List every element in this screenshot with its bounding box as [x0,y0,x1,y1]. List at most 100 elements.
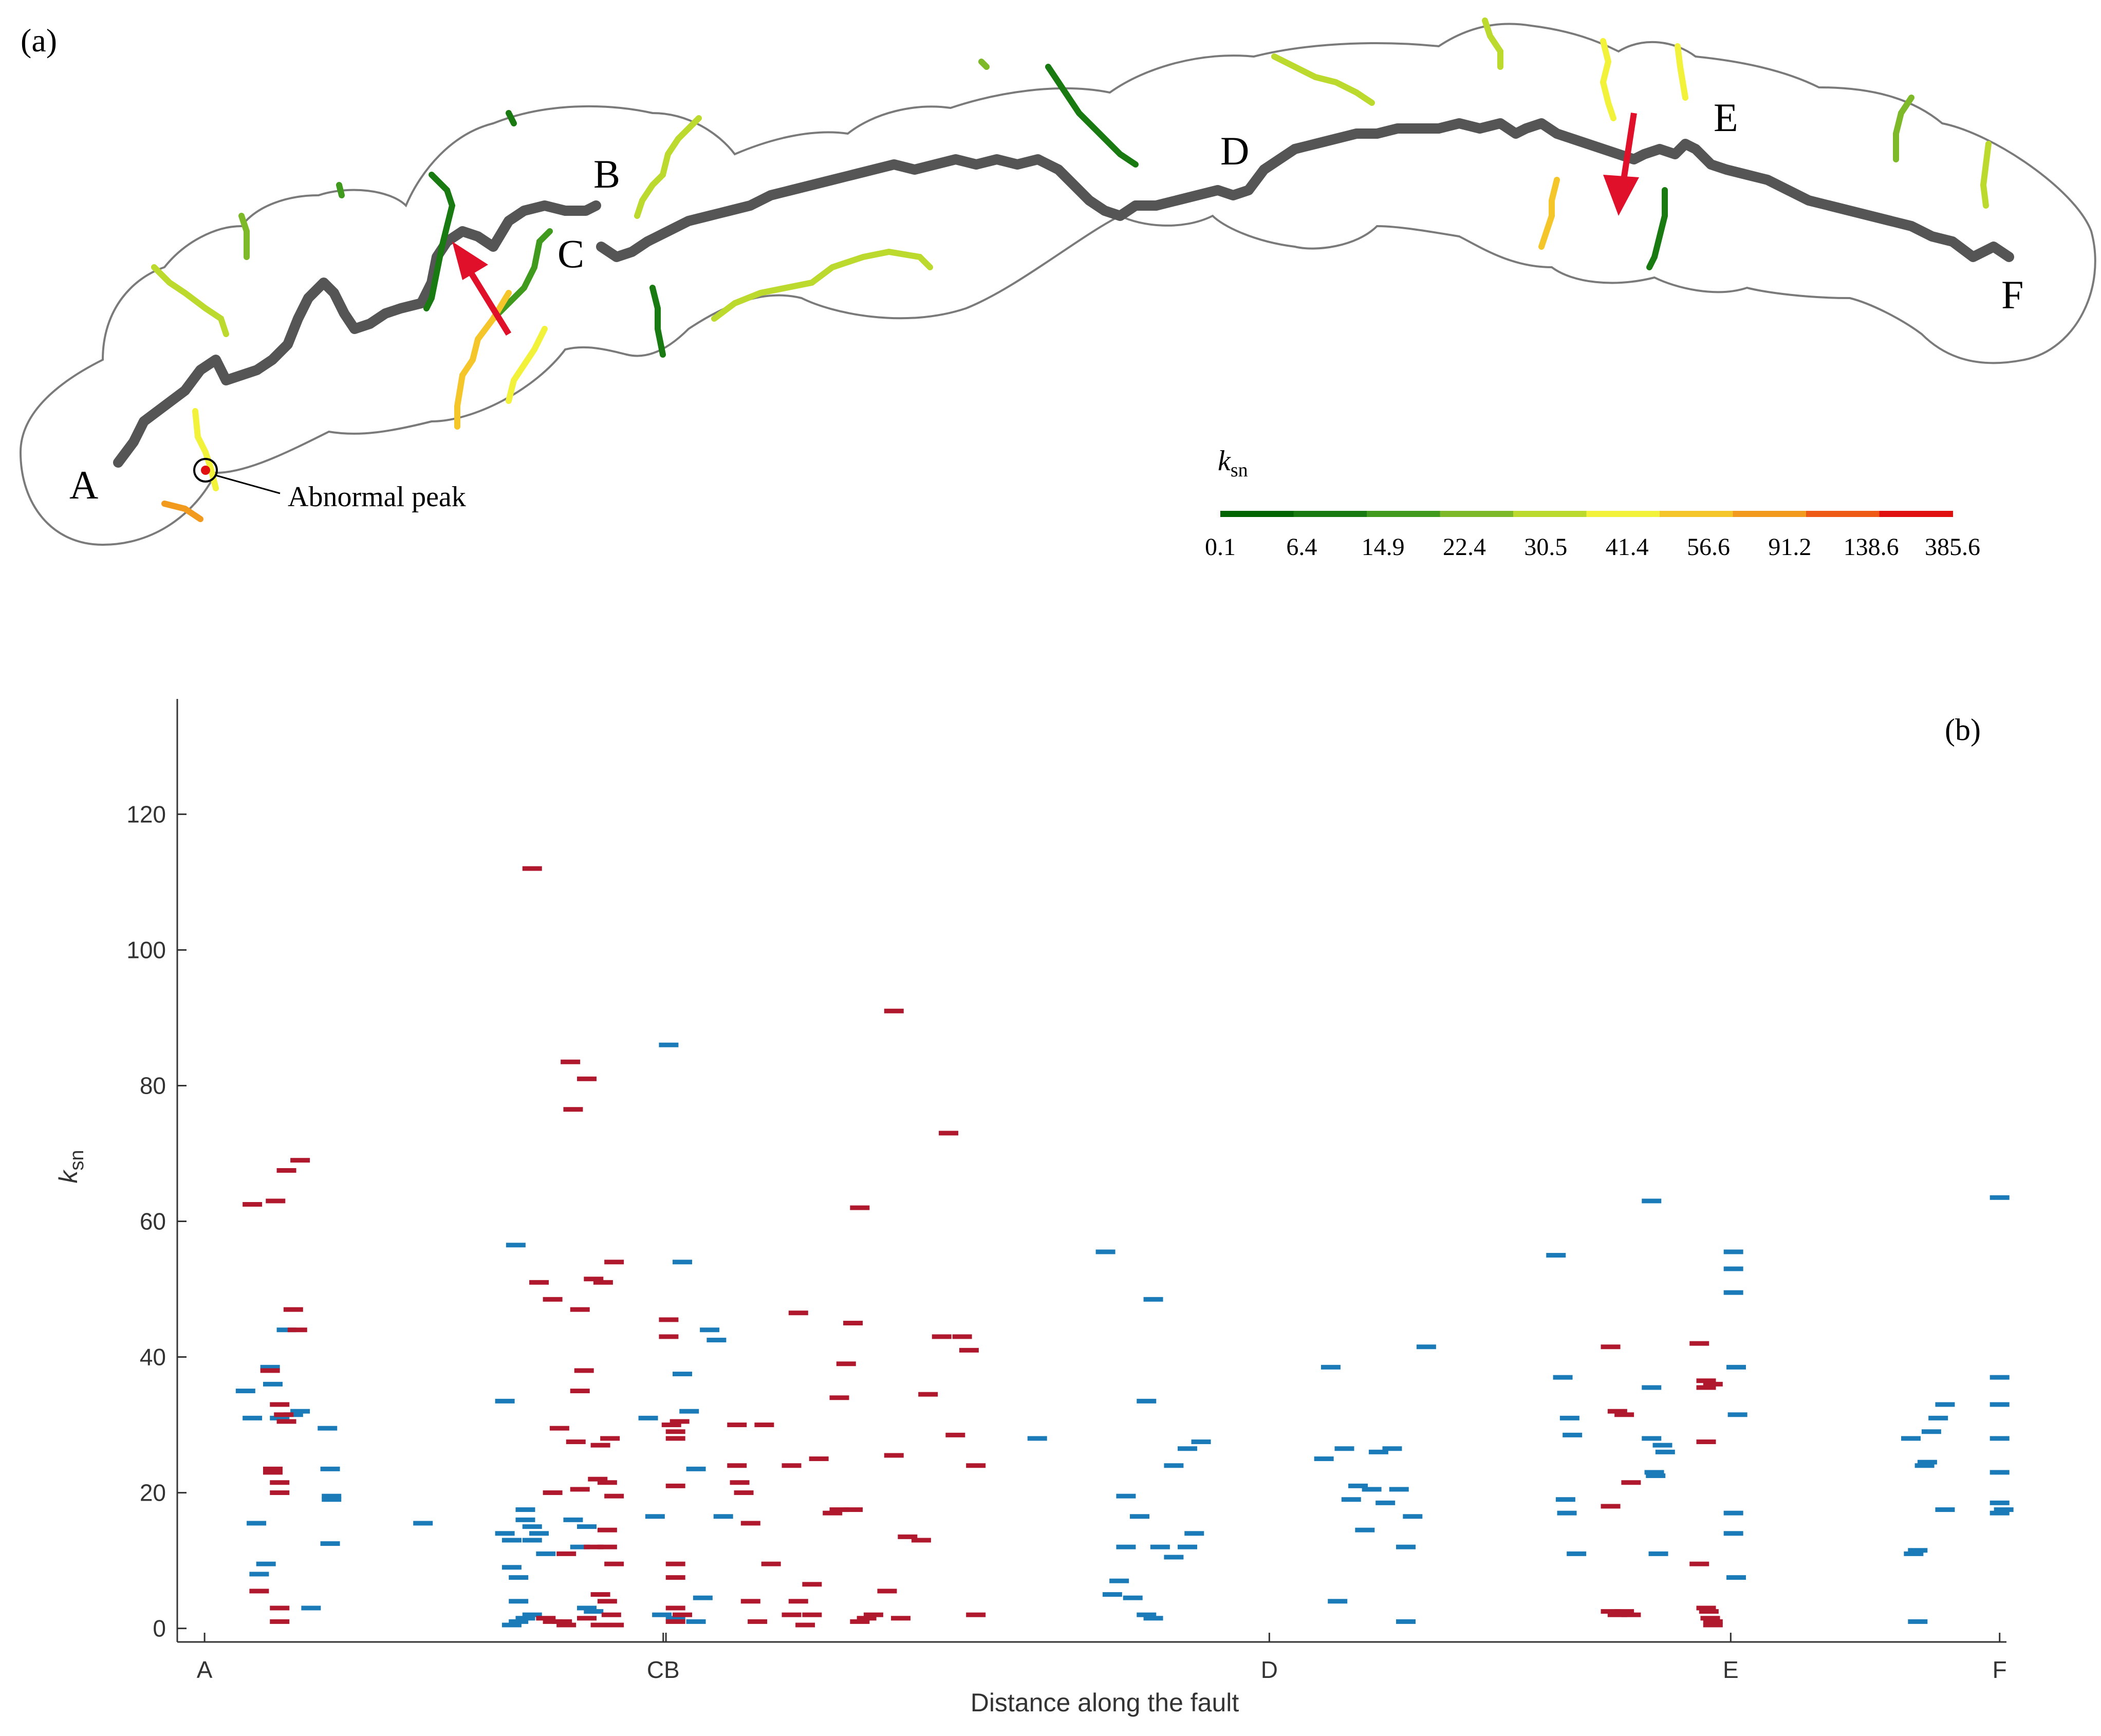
y-tick-label: 20 [140,1480,166,1506]
data-point-blue [665,1616,685,1621]
data-point-red [734,1490,754,1495]
river-channel [238,213,250,260]
data-point-blue [1904,1551,1924,1556]
data-point-blue [570,1544,590,1549]
data-point-blue [1726,1364,1746,1370]
data-point-blue [577,1524,597,1529]
data-point-red [1696,1378,1716,1383]
data-point-blue [501,1565,522,1570]
data-point-red [966,1612,986,1617]
data-point-blue [260,1364,280,1370]
data-point-red [932,1334,952,1339]
data-point-blue [1143,1297,1163,1302]
data-point-red [809,1456,829,1462]
data-point-blue [1723,1510,1743,1516]
data-point-red [270,1619,290,1624]
data-point-blue [1652,1443,1672,1448]
abnormal-peak-leader [215,474,281,494]
data-point-red [952,1334,972,1339]
data-point-blue [1368,1449,1388,1454]
river-channels [151,17,1992,522]
colorbar-tick-label: 0.1 [1205,533,1236,561]
data-point-red [563,1107,583,1112]
data-point-blue [659,1042,679,1047]
data-point-red [529,1280,549,1285]
data-point-red [276,1168,296,1173]
data-point-blue [256,1561,276,1566]
data-point-red [561,1059,581,1064]
data-point-red [270,1490,290,1495]
abnormal-peak-marker [193,458,218,483]
data-point-blue [1994,1507,2014,1512]
data-point-blue [1116,1493,1136,1499]
data-point-blue [1557,1510,1577,1516]
data-point-blue [1935,1507,1955,1512]
data-point-red [552,1619,572,1624]
data-point-red [590,1622,610,1628]
x-tick-label: F [1993,1656,2007,1683]
data-point-blue [1990,1436,2010,1441]
data-point-red [672,1612,692,1617]
data-point-blue [1908,1619,1928,1624]
colorbar-tick-label: 56.6 [1687,533,1730,561]
colorbar-tick-label: 138.6 [1844,533,1899,561]
data-point-blue [320,1541,340,1546]
x-axis-title: Distance along the fault [971,1688,1239,1717]
data-point-red [1699,1609,1719,1614]
river-channel [1646,187,1668,270]
data-point-red [263,1466,283,1471]
data-point-red [1700,1616,1720,1621]
data-point-red [566,1439,586,1445]
colorbar-segment [1586,511,1660,517]
data-point-red [584,1544,604,1549]
data-point-red [659,1334,679,1339]
data-point-red [850,1205,870,1210]
river-channel [192,408,219,491]
data-point-red [788,1599,808,1604]
y-tick-label: 100 [126,936,166,963]
data-point-red [1703,1622,1723,1628]
y-tick-label: 120 [126,801,166,827]
data-point-blue [1921,1429,1941,1434]
movement-arrow-east [1603,113,1639,216]
point-label-d: D [1220,128,1249,173]
data-point-blue [1563,1432,1583,1437]
data-point-blue [1328,1599,1348,1604]
data-point-red [966,1463,986,1468]
data-point-blue [522,1538,542,1543]
data-point-red [1614,1609,1634,1614]
data-point-red [1696,1385,1716,1390]
data-point-red [1621,1612,1641,1617]
data-point-red [843,1507,863,1512]
data-point-blue [1355,1527,1375,1532]
data-point-blue [1723,1266,1743,1271]
data-point-red [850,1619,870,1624]
data-point-blue [1990,1470,2010,1475]
data-point-blue [1901,1436,1921,1441]
data-point-blue [1143,1616,1163,1621]
river-channel [506,110,517,126]
y-tick-label: 0 [153,1615,166,1642]
river-channel [649,285,666,358]
panel-b-label: (b) [1945,713,1981,747]
data-point-blue [515,1507,535,1512]
data-point-red [945,1432,965,1437]
data-point-blue [693,1595,713,1600]
data-point-red [270,1480,290,1485]
data-point-blue [1546,1253,1566,1258]
data-point-red [1689,1561,1709,1566]
data-point-red [857,1616,877,1621]
point-label-e: E [1714,95,1738,140]
data-point-blue [638,1415,658,1420]
data-point-blue [1908,1548,1928,1553]
x-tick-label: A [197,1656,213,1683]
data-point-blue [1917,1460,1937,1465]
data-point-red [556,1622,577,1628]
data-point-blue [509,1599,529,1604]
data-point-blue [1123,1595,1143,1600]
fault-trace [113,200,601,468]
data-point-red [670,1419,690,1424]
data-point-blue [1150,1544,1170,1549]
panel-a-map: (a) A B C [19,17,2096,561]
data-point-blue [577,1605,597,1611]
